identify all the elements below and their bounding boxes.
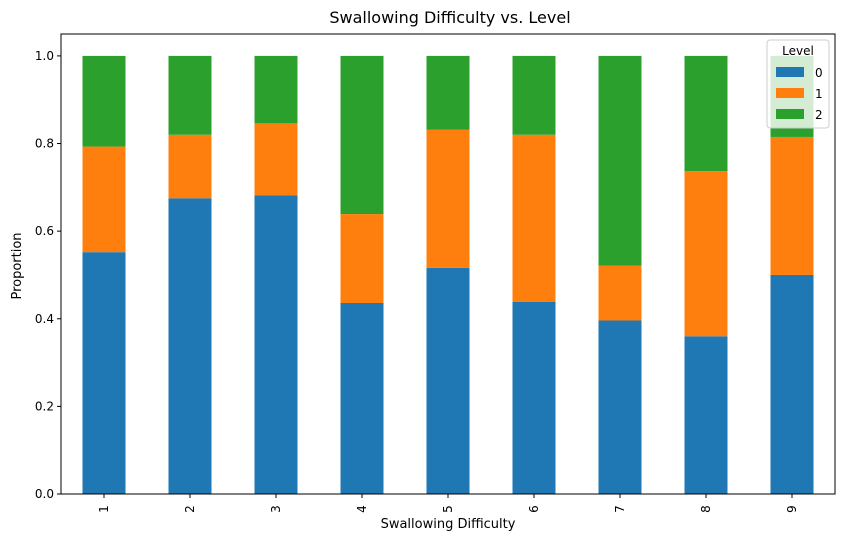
bar-2-level-2 [168,55,212,135]
x-tick-label: 7 [613,505,627,513]
y-tick-label: 0.8 [35,137,54,151]
y-axis-label: Proportion [10,232,25,299]
bar-7-level-1 [598,265,642,321]
y-tick-label: 1.0 [35,49,54,63]
legend-swatch-level-2 [776,109,804,119]
bar-4-level-1 [340,214,384,303]
legend-entry-label: 2 [815,108,823,122]
bar-3-level-1 [254,123,298,196]
bar-8-level-0 [684,336,728,494]
x-tick-label: 4 [355,505,369,513]
legend-swatch-level-0 [776,67,804,77]
y-axis: 0.0 0.2 0.4 0.6 0.8 1.0 [35,49,61,501]
x-tick-label: 6 [527,505,541,513]
bar-1-level-0 [82,252,126,494]
y-tick-label: 0.2 [35,399,54,413]
bar-7-level-2 [598,55,642,266]
bar-5-level-0 [426,267,470,494]
chart-title: Swallowing Difficulty vs. Level [329,8,570,27]
bar-6-level-2 [512,55,556,135]
bar-6-level-1 [512,134,556,302]
bar-8-level-1 [684,171,728,337]
bar-5-level-1 [426,129,470,268]
legend-title: Level [782,44,814,58]
bar-5-level-2 [426,55,470,130]
bar-9-level-0 [770,274,814,494]
x-tick-label: 2 [183,505,197,513]
bar-2-level-0 [168,198,212,495]
bar-9-level-1 [770,136,814,275]
legend-swatch-level-1 [776,88,804,98]
x-tick-label: 5 [441,505,455,513]
y-tick-label: 0.6 [35,224,54,238]
x-tick-label: 8 [699,505,713,513]
bar-4-level-0 [340,302,384,494]
bar-6-level-0 [512,301,556,494]
bar-3-level-2 [254,55,298,124]
bar-2-level-1 [168,134,212,199]
bar-1-level-2 [82,55,126,147]
legend-entry-label: 0 [815,66,823,80]
x-axis-label: Swallowing Difficulty [381,517,516,532]
y-tick-label: 0.0 [35,487,54,501]
bar-3-level-0 [254,195,298,494]
bar-4-level-2 [340,55,384,215]
legend-entry-label: 1 [815,87,823,101]
legend-box [766,39,830,129]
x-tick-label: 3 [269,505,283,513]
x-axis: 1 2 3 4 5 6 7 8 9 [97,494,799,513]
x-tick-label: 9 [785,505,799,513]
bar-1-level-1 [82,146,126,253]
x-tick-label: 1 [97,505,111,513]
plot-area [60,33,836,495]
bar-7-level-0 [598,320,642,494]
bar-8-level-2 [684,55,728,172]
y-tick-label: 0.4 [35,312,54,326]
